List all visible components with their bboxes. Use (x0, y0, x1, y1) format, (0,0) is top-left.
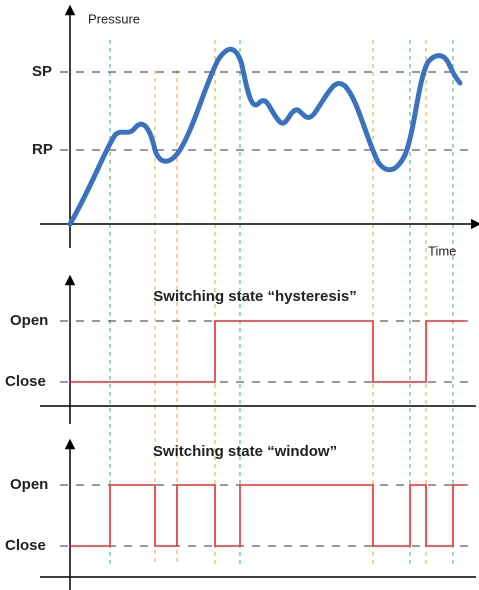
pressure-chart: Pressure Time SP RP (32, 4, 479, 258)
chart-title: Switching state “window” (153, 443, 337, 460)
sp-label: SP (32, 63, 52, 80)
state-trace (70, 484, 465, 547)
chart-title: Switching state “hysteresis” (153, 288, 356, 305)
x-label: Time (428, 243, 456, 258)
window-chart: Switching state “window” Open Close (5, 438, 476, 590)
y-label: Pressure (88, 11, 140, 26)
open-label: Open (10, 476, 48, 493)
pressure-curve (67, 46, 463, 227)
state-trace (70, 320, 465, 383)
hysteresis-chart: Switching state “hysteresis” Open Close (5, 274, 476, 424)
close-label: Close (5, 537, 46, 554)
close-label: Close (5, 373, 46, 390)
open-label: Open (10, 312, 48, 329)
rp-label: RP (32, 141, 53, 158)
